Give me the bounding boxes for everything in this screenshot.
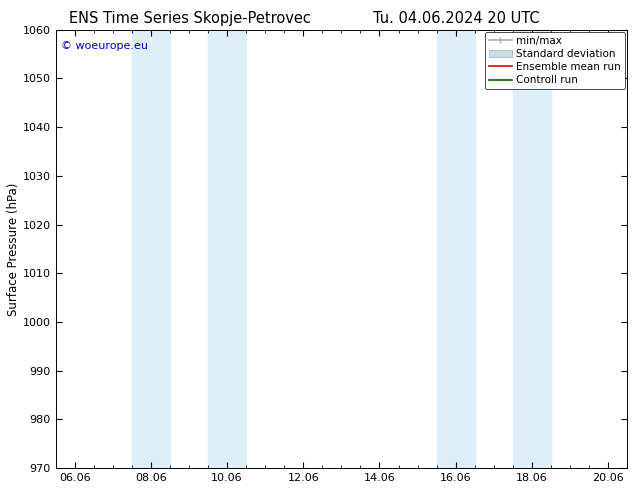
Bar [132, 29, 170, 468]
Y-axis label: Surface Pressure (hPa): Surface Pressure (hPa) [7, 182, 20, 316]
Text: © woeurope.eu: © woeurope.eu [61, 41, 148, 50]
Bar [513, 29, 551, 468]
Bar [208, 29, 246, 468]
Legend: min/max, Standard deviation, Ensemble mean run, Controll run: min/max, Standard deviation, Ensemble me… [485, 32, 625, 89]
Text: Tu. 04.06.2024 20 UTC: Tu. 04.06.2024 20 UTC [373, 11, 540, 26]
Bar [437, 29, 475, 468]
Text: ENS Time Series Skopje-Petrovec: ENS Time Series Skopje-Petrovec [69, 11, 311, 26]
